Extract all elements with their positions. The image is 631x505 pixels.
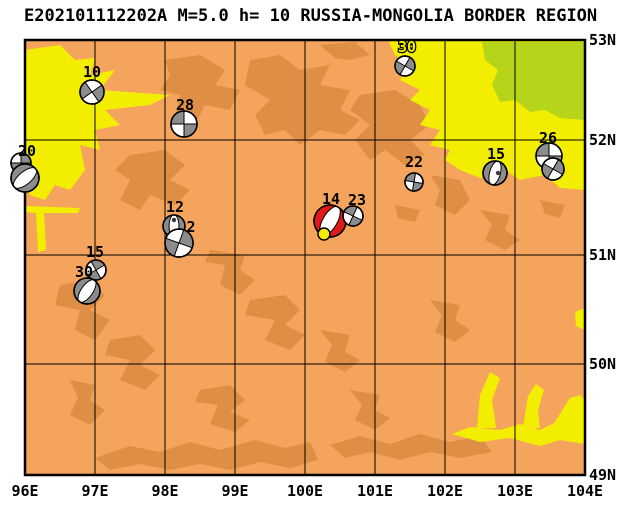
terrain-patch-dark: [330, 434, 492, 460]
event-label: 2: [186, 218, 195, 236]
event-label: 28: [176, 96, 194, 114]
lon-axis-label: 99E: [221, 482, 248, 500]
terrain-patch-yellow: [25, 45, 170, 200]
event-label: 14: [322, 190, 340, 208]
event-label: 23: [348, 191, 366, 209]
event-label: 26: [539, 129, 557, 147]
map-title: E202101112202A M=5.0 h= 10 RUSSIA-MONGOL…: [24, 6, 598, 26]
focal-mechanism-beachball: [482, 160, 508, 186]
focal-mechanism-beachball: [164, 228, 194, 258]
terrain-patch-dark: [160, 55, 240, 125]
terrain-patch-dark: [70, 380, 105, 425]
focal-mechanism-beachball: [394, 55, 416, 77]
terrain-patch-dark: [105, 335, 160, 390]
event-label: 30: [398, 38, 416, 56]
focal-mechanism-beachball: [73, 277, 101, 305]
lon-axis-label: 98E: [151, 482, 178, 500]
lat-axis-label: 50N: [589, 355, 616, 373]
terrain-patch-yellow: [553, 395, 585, 427]
lon-axis-label: 100E: [287, 482, 323, 500]
focal-mechanism-beachball: [79, 79, 105, 105]
terrain-patch-dark: [195, 385, 250, 432]
terrain-patch-yellow: [477, 372, 500, 428]
focal-mechanism-beachball: [342, 205, 364, 227]
focal-mechanism-beachball: [170, 110, 198, 138]
terrain-patch-green: [482, 42, 585, 120]
axis-labels: 96E 97E 98E 99E 100E 101E 102E 103E 104E 53N 52N 51…: [11, 31, 616, 500]
lon-axis-label: 104E: [567, 482, 603, 500]
terrain-patch-dark: [245, 295, 305, 350]
axis-dot: [495, 170, 501, 176]
lon-axis-label: 97E: [81, 482, 108, 500]
terrain-patch-yellow: [452, 420, 585, 446]
lon-axis-label: 101E: [357, 482, 393, 500]
event-label: 20: [18, 142, 36, 160]
lon-axis-label: 103E: [497, 482, 533, 500]
axis-dot: [171, 217, 177, 223]
lon-axis-label: 102E: [427, 482, 463, 500]
lat-axis-label: 53N: [589, 31, 616, 49]
focal-mechanism-beachball: [10, 163, 40, 193]
terrain-patch-dark: [95, 440, 318, 470]
terrain-patch-dark: [205, 250, 255, 295]
epicenter-marker: [317, 227, 331, 241]
lat-axis-label: 51N: [589, 246, 616, 264]
terrain-patch-dark: [350, 390, 390, 430]
terrain-patch-yellow: [523, 384, 544, 428]
focal-mechanism-beachball: [404, 172, 424, 192]
terrain-patch-dark: [430, 300, 470, 342]
focal-mechanism-beachball: [85, 259, 107, 281]
terrain-patch-yellow: [575, 308, 585, 330]
terrain-patch-dark: [395, 205, 420, 222]
terrain-patch-dark: [430, 175, 470, 215]
event-label: 15: [86, 243, 104, 261]
terrain-patch-dark: [115, 150, 190, 210]
event-label: 15: [487, 145, 505, 163]
event-label: 22: [405, 153, 423, 171]
events-layer: 10 28 20 30 22 15 26 14 23 122 15 30: [10, 37, 565, 305]
terrain-patch-dark: [320, 42, 370, 60]
focal-mechanism-beachball: [541, 157, 565, 181]
event-label: 30: [75, 263, 93, 281]
terrain-patch-dark: [540, 200, 565, 218]
lat-axis-label: 52N: [589, 131, 616, 149]
lat-axis-label: 49N: [589, 466, 616, 484]
terrain-patch-dark: [320, 330, 360, 372]
terrain-patch-dark: [350, 90, 430, 165]
event-label: 10: [83, 63, 101, 81]
event-label: 12: [166, 198, 184, 216]
terrain-patch-yellow: [25, 206, 80, 252]
lon-axis-label: 96E: [11, 482, 38, 500]
terrain-patch-dark: [480, 210, 520, 250]
map-frame: [23, 38, 587, 477]
terrain-patch-dark: [245, 55, 360, 145]
